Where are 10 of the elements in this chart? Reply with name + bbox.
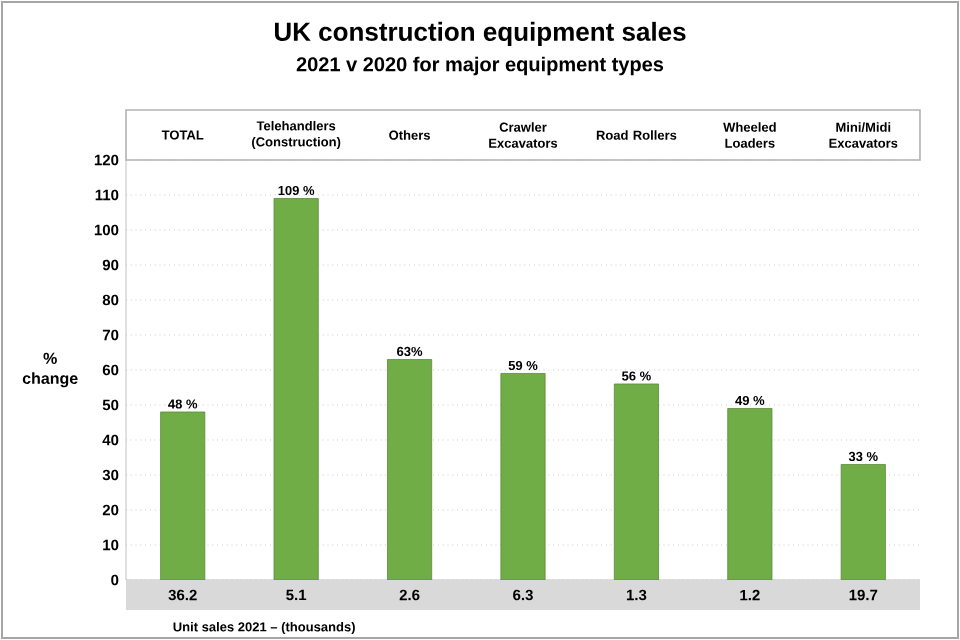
chart-title: UK construction equipment sales	[274, 21, 686, 47]
chart-subtitle: 2021 v 2020 for major equipment types	[296, 56, 664, 76]
bar	[273, 198, 319, 581]
bar	[613, 383, 659, 581]
bar	[840, 464, 886, 581]
y-axis-title: % change	[22, 352, 78, 388]
bar	[727, 408, 773, 581]
bar	[160, 411, 206, 581]
bar	[500, 373, 546, 581]
bar	[387, 359, 433, 581]
